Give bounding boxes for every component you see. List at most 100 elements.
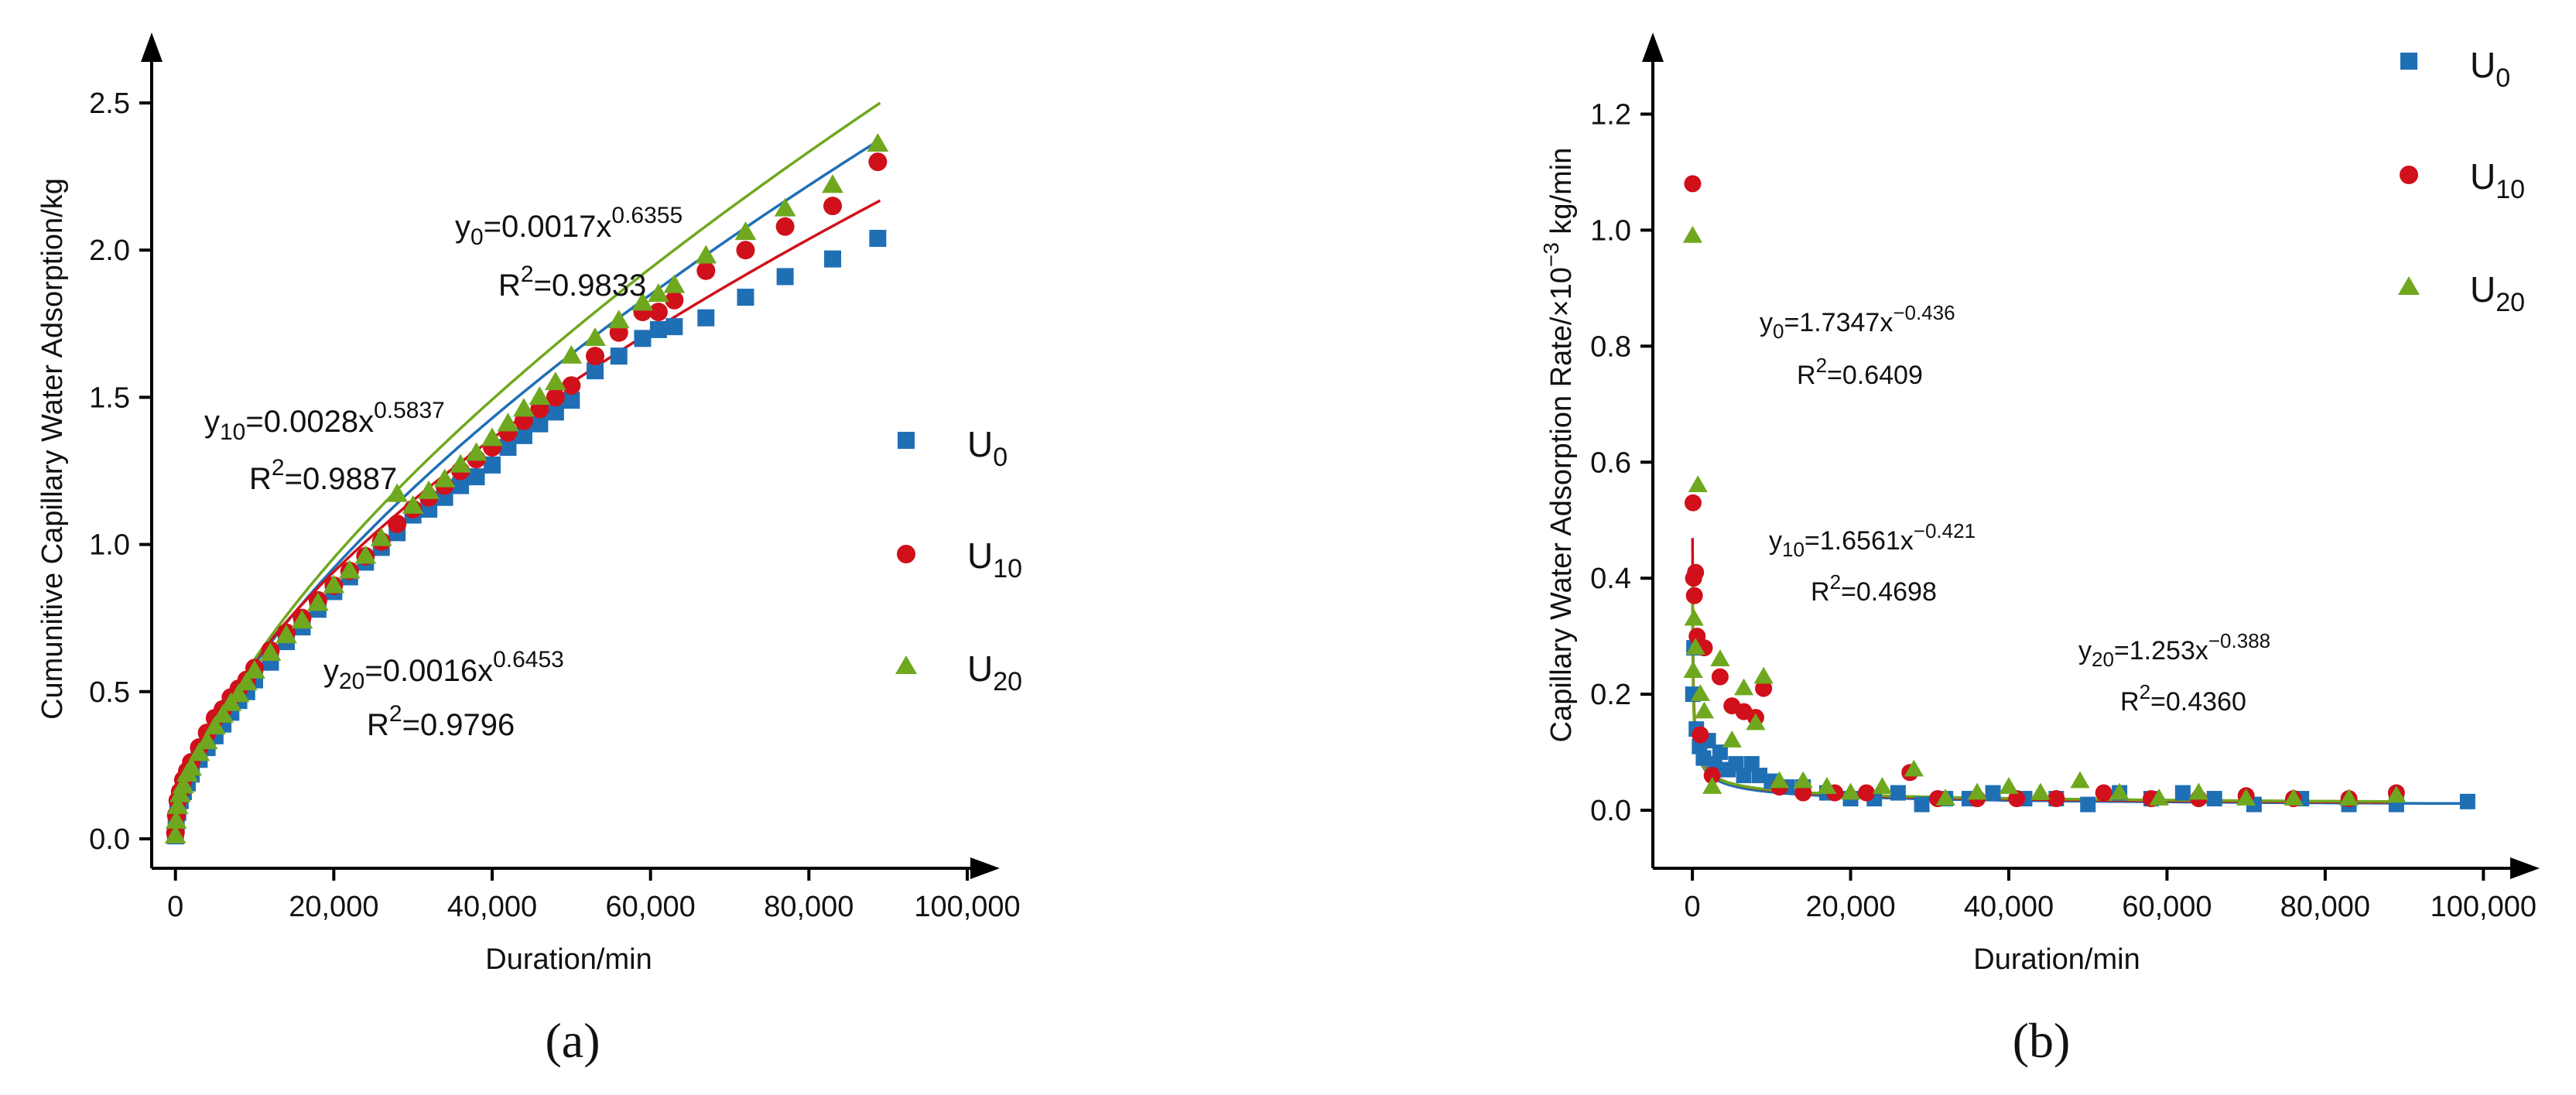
r2-sup: 2 bbox=[1816, 354, 1827, 377]
point-u20 bbox=[1967, 782, 1987, 800]
eq-sup: −0.388 bbox=[2208, 629, 2270, 652]
legend-label-u0-b: U0 bbox=[2470, 45, 2510, 93]
y-axis-arrow-b bbox=[1642, 33, 1664, 62]
point-u10 bbox=[823, 197, 843, 216]
legend-name: U bbox=[967, 536, 993, 576]
point-u20 bbox=[204, 716, 226, 735]
point-u20 bbox=[1690, 684, 1710, 701]
point-u20 bbox=[1682, 225, 1703, 243]
svg-text:R2=0.6409: R2=0.6409 bbox=[1797, 354, 1923, 390]
point-u20 bbox=[450, 453, 471, 473]
fit-lines-b bbox=[1691, 538, 2468, 806]
y-tick-label: 1.2 bbox=[1590, 98, 1631, 131]
point-u0 bbox=[610, 347, 628, 365]
point-u20 bbox=[695, 245, 717, 264]
y-tick-label: 0.5 bbox=[89, 676, 130, 709]
fit-line-u10 bbox=[173, 199, 881, 839]
point-u20 bbox=[1817, 777, 1837, 794]
x-tick-label: 40,000 bbox=[447, 891, 537, 923]
point-u10 bbox=[1685, 587, 1703, 604]
x-tick-label: 100,000 bbox=[2431, 891, 2537, 923]
point-u20 bbox=[1710, 649, 1730, 666]
r2-val: =0.4360 bbox=[2150, 687, 2246, 717]
point-u20 bbox=[235, 672, 258, 691]
x-tick-label: 80,000 bbox=[764, 891, 854, 923]
eq-sub: 10 bbox=[1782, 538, 1805, 561]
eq-pre: y bbox=[455, 210, 470, 244]
y-tick-label: 2.0 bbox=[89, 234, 130, 267]
point-u20 bbox=[560, 344, 583, 364]
point-u20 bbox=[1702, 777, 1722, 794]
eq-pre: y bbox=[1769, 526, 1782, 556]
point-u20 bbox=[607, 310, 630, 329]
point-u20 bbox=[2070, 771, 2090, 789]
point-u10 bbox=[388, 514, 407, 533]
x-axis-arrow-a bbox=[970, 857, 1000, 879]
r2-pre: R bbox=[2120, 687, 2140, 717]
svg-text:R2=0.9833: R2=0.9833 bbox=[498, 262, 646, 303]
point-u20 bbox=[173, 775, 194, 794]
x-tick-label: 20,000 bbox=[1805, 891, 1895, 923]
data-points-a bbox=[164, 132, 889, 845]
legend-name: U bbox=[967, 424, 993, 464]
y-tick-label: 1.0 bbox=[89, 529, 130, 562]
point-u20 bbox=[323, 574, 345, 594]
r2-val: =0.9796 bbox=[402, 708, 515, 742]
point-u0 bbox=[515, 426, 532, 444]
fit-equation-u0-b: y0=1.7347x−0.436 R2=0.6409 bbox=[1760, 301, 1955, 390]
point-u20 bbox=[196, 731, 218, 750]
point-u20 bbox=[1769, 771, 1790, 789]
r2-pre: R bbox=[498, 269, 521, 303]
point-u20 bbox=[1683, 661, 1703, 678]
x-axis-label-b: Duration/min bbox=[1973, 943, 2140, 976]
fit-line-u0 bbox=[173, 138, 881, 839]
point-u20 bbox=[497, 412, 519, 432]
legend-label-u10-a: U10 bbox=[967, 536, 1022, 583]
r2-pre: R bbox=[1797, 361, 1816, 390]
fit-equation-u10-b: y10=1.6561x−0.421 R2=0.4698 bbox=[1769, 519, 1976, 607]
x-tick-label: 40,000 bbox=[1964, 891, 2054, 923]
point-u20 bbox=[2338, 789, 2359, 806]
eq-mid: =1.7347x bbox=[1784, 308, 1893, 337]
point-u20 bbox=[338, 559, 361, 579]
legend-marker-u0-a bbox=[898, 432, 915, 449]
point-u20 bbox=[2188, 782, 2208, 800]
point-u0 bbox=[634, 330, 652, 347]
eq-sub: 10 bbox=[220, 419, 245, 445]
eq-sup: 0.6355 bbox=[611, 203, 682, 228]
point-u0 bbox=[665, 318, 683, 336]
eq-sub: 20 bbox=[2092, 648, 2114, 671]
point-u20 bbox=[584, 327, 606, 347]
point-u20 bbox=[2030, 782, 2051, 800]
point-u20 bbox=[166, 795, 189, 814]
point-u10 bbox=[1692, 726, 1709, 744]
point-u0 bbox=[2459, 793, 2475, 809]
x-tick-label: 80,000 bbox=[2280, 891, 2370, 923]
legend-sub: 0 bbox=[2496, 63, 2510, 93]
x-axis-label-a: Duration/min bbox=[485, 943, 652, 976]
eq-sup: 0.6453 bbox=[493, 647, 564, 672]
eq-pre: y bbox=[204, 405, 220, 439]
point-u20 bbox=[244, 659, 265, 679]
y-label-unit: kg/min bbox=[1545, 148, 1578, 242]
point-u20 bbox=[663, 274, 686, 293]
svg-text:y20=0.0016x0.6453: y20=0.0016x0.6453 bbox=[323, 647, 564, 694]
r2-sup: 2 bbox=[389, 701, 402, 727]
point-u20 bbox=[1840, 782, 1861, 800]
y-axis-label-a: Cumunitive Capillary Water Adsorption/kg bbox=[36, 178, 69, 720]
x-tick-label: 20,000 bbox=[289, 891, 378, 923]
point-u10 bbox=[696, 261, 716, 280]
point-u20 bbox=[1722, 731, 1742, 748]
point-u20 bbox=[513, 398, 535, 417]
point-u0 bbox=[1914, 796, 1930, 813]
point-u20 bbox=[1685, 638, 1705, 655]
svg-text:y0=1.7347x−0.436: y0=1.7347x−0.436 bbox=[1760, 301, 1955, 343]
point-u20 bbox=[1904, 759, 1924, 777]
point-u10 bbox=[1858, 784, 1875, 802]
svg-text:y0=0.0017x0.6355: y0=0.0017x0.6355 bbox=[455, 203, 682, 250]
point-u20 bbox=[227, 683, 250, 703]
point-u20 bbox=[465, 442, 487, 461]
eq-mid: =0.0017x bbox=[484, 210, 612, 244]
point-u20 bbox=[164, 824, 186, 843]
eq-pre: y bbox=[1760, 308, 1773, 337]
